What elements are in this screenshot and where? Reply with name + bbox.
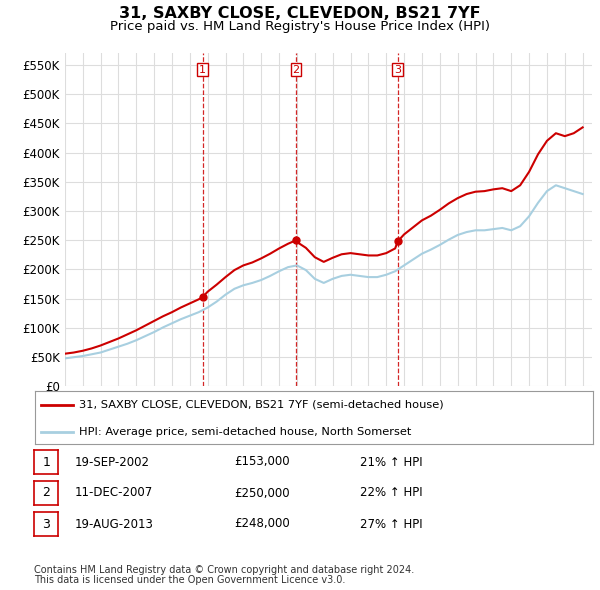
Text: 19-AUG-2013: 19-AUG-2013 bbox=[75, 517, 154, 530]
Text: HPI: Average price, semi-detached house, North Somerset: HPI: Average price, semi-detached house,… bbox=[79, 427, 412, 437]
Text: 1: 1 bbox=[199, 65, 206, 75]
Text: Price paid vs. HM Land Registry's House Price Index (HPI): Price paid vs. HM Land Registry's House … bbox=[110, 20, 490, 33]
Text: 31, SAXBY CLOSE, CLEVEDON, BS21 7YF: 31, SAXBY CLOSE, CLEVEDON, BS21 7YF bbox=[119, 6, 481, 21]
Text: 27% ↑ HPI: 27% ↑ HPI bbox=[360, 517, 422, 530]
Text: Contains HM Land Registry data © Crown copyright and database right 2024.: Contains HM Land Registry data © Crown c… bbox=[34, 565, 415, 575]
Text: 21% ↑ HPI: 21% ↑ HPI bbox=[360, 455, 422, 468]
Text: 3: 3 bbox=[394, 65, 401, 75]
Text: £153,000: £153,000 bbox=[234, 455, 290, 468]
Text: £250,000: £250,000 bbox=[234, 487, 290, 500]
Text: 2: 2 bbox=[42, 487, 50, 500]
Text: 3: 3 bbox=[42, 517, 50, 530]
Text: 1: 1 bbox=[42, 455, 50, 468]
Text: £248,000: £248,000 bbox=[234, 517, 290, 530]
Text: 22% ↑ HPI: 22% ↑ HPI bbox=[360, 487, 422, 500]
Text: 19-SEP-2002: 19-SEP-2002 bbox=[75, 455, 150, 468]
Text: 2: 2 bbox=[292, 65, 299, 75]
Text: 31, SAXBY CLOSE, CLEVEDON, BS21 7YF (semi-detached house): 31, SAXBY CLOSE, CLEVEDON, BS21 7YF (sem… bbox=[79, 400, 444, 410]
Text: This data is licensed under the Open Government Licence v3.0.: This data is licensed under the Open Gov… bbox=[34, 575, 346, 585]
Text: 11-DEC-2007: 11-DEC-2007 bbox=[75, 487, 153, 500]
